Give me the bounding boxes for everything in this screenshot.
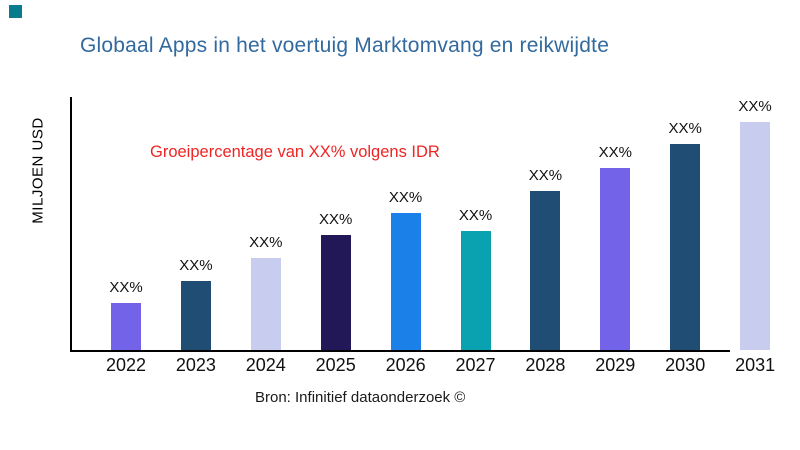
y-axis-label: MILJOEN USD <box>29 117 47 224</box>
bar-2027 <box>460 231 491 350</box>
bar-value-label-2030: XX% <box>668 120 702 137</box>
bar-value-label-2024: XX% <box>249 234 283 251</box>
x-tick-label-2025: 2025 <box>315 355 356 375</box>
bar-value-label-2025: XX% <box>319 211 353 228</box>
y-axis-line <box>70 97 72 351</box>
bar-2025 <box>320 235 351 350</box>
x-tick-label-2030: 2030 <box>665 355 706 375</box>
bar-value-label-2031: XX% <box>738 98 772 115</box>
bar-value-label-2028: XX% <box>528 167 563 184</box>
bar-value-label-2022: XX% <box>109 279 143 296</box>
bar-2030 <box>670 144 701 350</box>
bar-2022 <box>111 303 141 350</box>
chart-title: Globaal Apps in het voertuig Marktomvang… <box>80 34 610 57</box>
bar-2029 <box>600 168 631 350</box>
x-tick-label-2026: 2026 <box>385 355 426 375</box>
growth-annotation: Groeipercentage van XX% volgens IDR <box>150 143 440 161</box>
source-attribution: Bron: Infinitief dataonderzoek © <box>255 389 466 406</box>
bar-2024 <box>250 258 281 350</box>
x-tick-label-2028: 2028 <box>525 355 566 375</box>
bar-value-label-2029: XX% <box>598 144 632 161</box>
bar-value-label-2023: XX% <box>179 257 213 274</box>
logo-mark <box>9 5 22 18</box>
x-tick-label-2029: 2029 <box>595 355 636 375</box>
x-tick-label-2027: 2027 <box>455 355 496 375</box>
x-tick-label-2031: 2031 <box>735 355 776 375</box>
x-tick-label-2022: 2022 <box>105 355 147 375</box>
bar-value-label-2026: XX% <box>388 189 423 206</box>
bar-2028 <box>530 191 561 350</box>
bar-2031 <box>740 122 771 350</box>
bar-value-label-2027: XX% <box>458 207 493 224</box>
x-tick-label-2023: 2023 <box>175 355 216 375</box>
bar-2023 <box>180 281 211 350</box>
x-axis-line <box>70 350 730 352</box>
x-tick-label-2024: 2024 <box>245 355 286 375</box>
bar-2026 <box>390 213 421 350</box>
